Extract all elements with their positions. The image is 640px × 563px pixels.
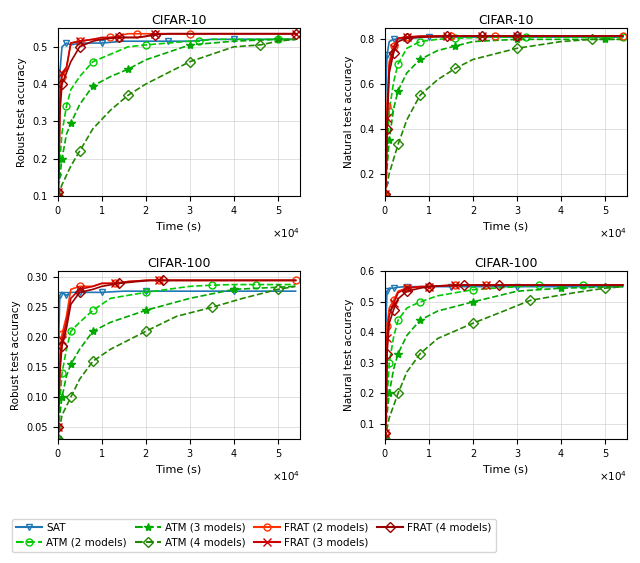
Title: CIFAR-10: CIFAR-10 [478,14,534,27]
Y-axis label: Robust test accuracy: Robust test accuracy [11,301,20,410]
Y-axis label: Natural test accuracy: Natural test accuracy [344,56,354,168]
Y-axis label: Natural test accuracy: Natural test accuracy [344,299,354,412]
Text: $\times10^4$: $\times10^4$ [599,226,627,240]
Text: $\times10^4$: $\times10^4$ [272,470,300,483]
Title: CIFAR-100: CIFAR-100 [147,257,211,270]
X-axis label: Time (s): Time (s) [156,221,202,231]
Text: $\times10^4$: $\times10^4$ [272,226,300,240]
Text: $\times10^4$: $\times10^4$ [599,470,627,483]
X-axis label: Time (s): Time (s) [483,464,529,475]
X-axis label: Time (s): Time (s) [483,221,529,231]
Y-axis label: Robust test accuracy: Robust test accuracy [17,57,27,167]
Title: CIFAR-10: CIFAR-10 [151,14,207,27]
X-axis label: Time (s): Time (s) [156,464,202,475]
Title: CIFAR-100: CIFAR-100 [474,257,538,270]
Legend: SAT, ATM (2 models), ATM (3 models), ATM (4 models), FRAT (2 models), FRAT (3 mo: SAT, ATM (2 models), ATM (3 models), ATM… [12,519,496,552]
